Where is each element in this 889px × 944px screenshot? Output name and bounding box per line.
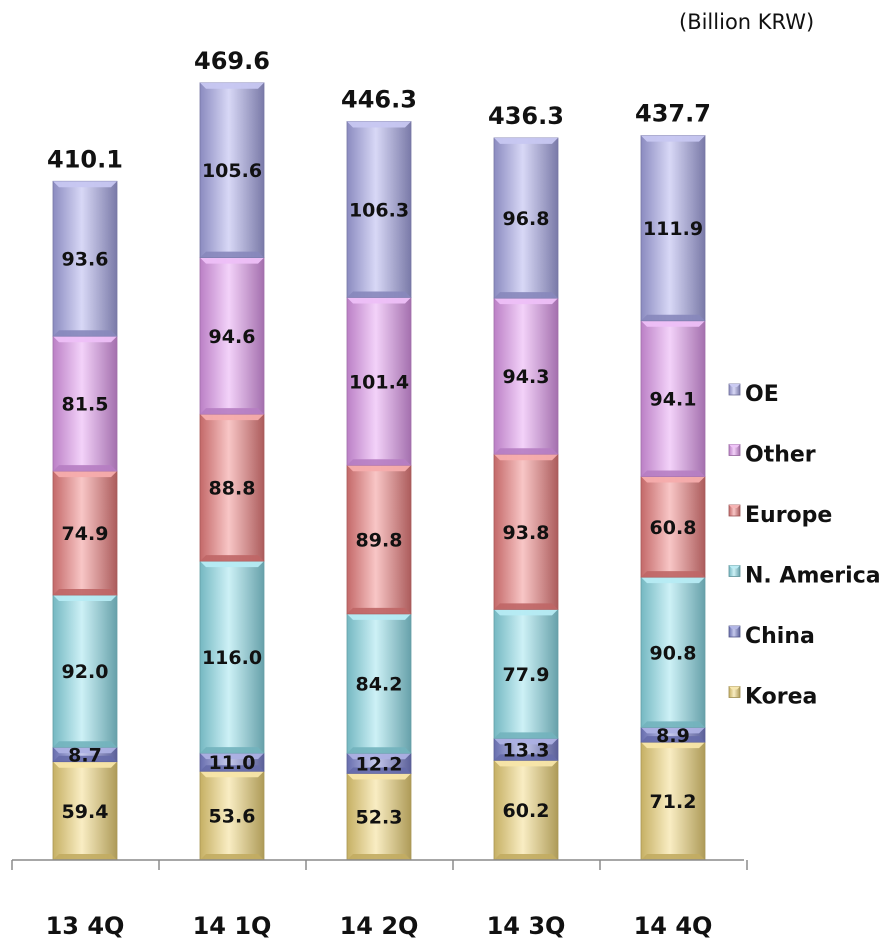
unit-note: (Billion KRW) [679, 10, 815, 34]
total-label-0: 410.1 [47, 145, 123, 173]
segment-value-label: 93.8 [503, 522, 550, 544]
bar-segment-n-america-2: 84.2 [346, 613, 412, 754]
total-label-2: 446.3 [341, 86, 417, 114]
segment-value-label: 88.8 [209, 478, 256, 500]
bar-segment-china-2: 12.2 [346, 752, 412, 775]
segment-value-label: 94.1 [650, 389, 697, 411]
bar-segment-n-america-1: 116.0 [199, 560, 265, 754]
bar-segment-europe-1: 88.8 [199, 413, 265, 562]
legend-item-oe: OE [728, 382, 779, 407]
bar-segment-europe-3: 93.8 [493, 453, 559, 610]
legend-item-europe: Europe [728, 503, 832, 528]
total-label-3: 436.3 [488, 102, 564, 130]
legend-label: Korea [745, 685, 817, 710]
bar-segment-korea-1: 53.6 [199, 770, 265, 861]
bar-segment-other-2: 101.4 [346, 297, 412, 466]
bar-segment-n-america-0: 92.0 [52, 594, 118, 748]
segment-value-label: 106.3 [349, 200, 409, 222]
segment-value-label: 94.3 [503, 366, 550, 388]
segment-value-label: 101.4 [349, 371, 409, 393]
segment-value-label: 96.8 [503, 208, 550, 230]
legend-item-other: Other [728, 443, 816, 468]
legend-label: China [745, 624, 815, 649]
legend-label: OE [745, 382, 779, 407]
legend-label: Europe [745, 503, 832, 528]
bar-segment-oe-1: 105.6 [199, 82, 265, 258]
segment-value-label: 94.6 [209, 326, 256, 348]
segment-value-label: 77.9 [503, 664, 550, 686]
segment-value-label: 11.0 [209, 752, 256, 774]
bar-segment-n-america-4: 90.8 [640, 576, 706, 728]
legend-item-china: China [728, 624, 815, 649]
legend-label: Other [745, 443, 816, 468]
segment-value-label: 84.2 [356, 674, 403, 696]
x-tick-label-4: 14 4Q [634, 912, 713, 940]
bar-segment-other-0: 81.5 [52, 335, 118, 472]
segment-value-label: 12.2 [356, 753, 403, 775]
bar-segment-korea-4: 71.2 [640, 741, 706, 861]
segment-value-label: 93.6 [62, 249, 109, 271]
bars-group: 59.4 8.7 92.0 74.9 81.5 93.6 410.1 53.6 11.0 116.… [47, 47, 711, 861]
bar-segment-europe-2: 89.8 [346, 464, 412, 615]
bar-segment-china-0: 8.7 [52, 744, 118, 766]
bar-segment-china-3: 13.3 [493, 737, 559, 761]
segment-value-label: 116.0 [202, 647, 262, 669]
segment-value-label: 8.9 [656, 725, 690, 747]
bar-segment-korea-0: 59.4 [52, 761, 118, 861]
bar-segment-oe-4: 111.9 [640, 135, 706, 322]
x-tick-label-3: 14 3Q [487, 912, 566, 940]
segment-value-label: 105.6 [202, 160, 262, 182]
segment-value-label: 60.2 [503, 800, 550, 822]
segment-value-label: 60.8 [650, 517, 697, 539]
x-tick-label-2: 14 2Q [340, 912, 419, 940]
segment-value-label: 90.8 [650, 642, 697, 664]
x-tick-label-0: 13 4Q [46, 912, 125, 940]
segment-value-label: 8.7 [68, 744, 102, 766]
segment-value-label: 13.3 [503, 739, 550, 761]
segment-value-label: 59.4 [62, 801, 109, 823]
bar-segment-korea-3: 60.2 [493, 759, 559, 861]
total-label-1: 469.6 [194, 47, 270, 75]
bar-segment-oe-0: 93.6 [52, 180, 118, 337]
bar-segment-oe-3: 96.8 [493, 137, 559, 299]
bar-segment-korea-2: 52.3 [346, 773, 412, 861]
bar-segment-other-3: 94.3 [493, 297, 559, 455]
x-axis: 13 4Q 14 1Q 14 2Q 14 3Q 14 4Q [11, 859, 748, 940]
x-tick-label-1: 14 1Q [193, 912, 272, 940]
segment-value-label: 111.9 [643, 218, 703, 240]
bar-segment-oe-2: 106.3 [346, 121, 412, 298]
legend-item-korea: Korea [728, 685, 817, 710]
segment-value-label: 71.2 [650, 791, 697, 813]
bar-segment-other-4: 94.1 [640, 320, 706, 477]
bar-segment-other-1: 94.6 [199, 257, 265, 415]
segment-value-label: 52.3 [356, 807, 403, 829]
segment-value-label: 74.9 [62, 523, 109, 545]
segment-value-label: 92.0 [62, 661, 109, 683]
segment-value-label: 89.8 [356, 530, 403, 552]
legend: OE Other Europe N. America China Korea [728, 382, 881, 710]
bar-segment-china-1: 11.0 [199, 752, 265, 774]
legend-item-n-america: N. America [728, 564, 881, 589]
bar-segment-europe-4: 60.8 [640, 476, 706, 578]
bar-segment-europe-0: 74.9 [52, 470, 118, 596]
segment-value-label: 53.6 [209, 806, 256, 828]
segment-value-label: 81.5 [62, 394, 109, 416]
legend-label: N. America [745, 564, 881, 589]
bar-segment-china-4: 8.9 [640, 725, 706, 747]
bar-segment-n-america-3: 77.9 [493, 609, 559, 739]
total-label-4: 437.7 [635, 100, 711, 128]
